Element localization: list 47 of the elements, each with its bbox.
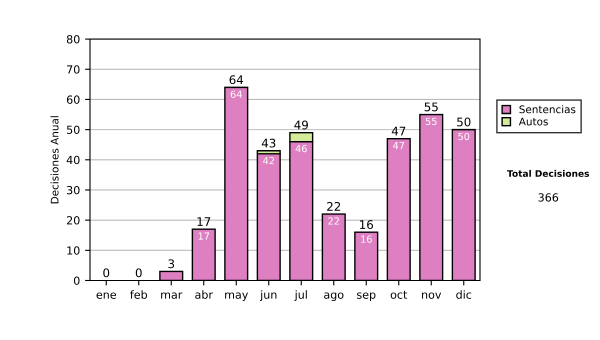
y-tick-label: 30 bbox=[66, 186, 80, 194]
legend-label: Sentencias bbox=[519, 105, 576, 114]
total-label: 55 bbox=[424, 102, 438, 112]
x-tick-label: ago bbox=[324, 292, 344, 301]
total-label: 0 bbox=[136, 268, 142, 278]
total-label: 17 bbox=[198, 217, 210, 226]
y-tick-label: 60 bbox=[66, 95, 80, 104]
y-tick-label: 50 bbox=[66, 126, 80, 134]
y-tick-label: 20 bbox=[66, 216, 80, 225]
total-label: 3 bbox=[168, 259, 174, 268]
text: 366 bbox=[538, 193, 558, 202]
data-label: 55 bbox=[426, 118, 437, 126]
total-label: 22 bbox=[327, 202, 340, 211]
legend-label: Autos bbox=[518, 118, 548, 126]
x-tick-label: nov bbox=[422, 292, 442, 299]
x-tick-label: jun bbox=[260, 290, 276, 301]
total-label: 49 bbox=[294, 120, 308, 130]
y-tick-label: 10 bbox=[67, 246, 80, 255]
data-label: 64 bbox=[230, 90, 242, 98]
data-label: 50 bbox=[458, 132, 470, 140]
x-tick-label: mar bbox=[161, 292, 182, 299]
data-label: 22 bbox=[328, 217, 339, 225]
y-tick-label: 80 bbox=[66, 35, 80, 44]
y-tick-label: 40 bbox=[66, 156, 80, 164]
total-label: 64 bbox=[230, 75, 244, 84]
text: Total Decisiones bbox=[507, 170, 590, 177]
y-axis-title: Decisiones Anual bbox=[50, 116, 59, 204]
x-tick-label: may bbox=[225, 292, 248, 301]
x-tick-label: jul bbox=[294, 290, 307, 301]
total-label: 47 bbox=[392, 126, 406, 136]
x-tick-label: feb bbox=[130, 290, 148, 299]
total-label: 50 bbox=[457, 118, 470, 126]
x-tick-label: sep bbox=[357, 292, 376, 301]
data-label: 16 bbox=[361, 235, 372, 243]
x-tick-label: dic bbox=[456, 290, 472, 299]
data-label: 46 bbox=[296, 144, 307, 152]
data-label: 17 bbox=[198, 232, 210, 240]
total-label: 43 bbox=[262, 138, 276, 148]
data-label: 42 bbox=[263, 156, 274, 164]
total-label: 0 bbox=[103, 268, 110, 278]
x-tick-label: ene bbox=[96, 292, 116, 299]
y-tick-label: 70 bbox=[67, 65, 80, 74]
x-tick-label: oct bbox=[390, 290, 408, 299]
y-tick-label: 0 bbox=[74, 276, 80, 285]
total-label: 16 bbox=[360, 220, 374, 230]
x-tick-label: abr bbox=[195, 290, 213, 299]
data-label: 47 bbox=[393, 142, 404, 150]
